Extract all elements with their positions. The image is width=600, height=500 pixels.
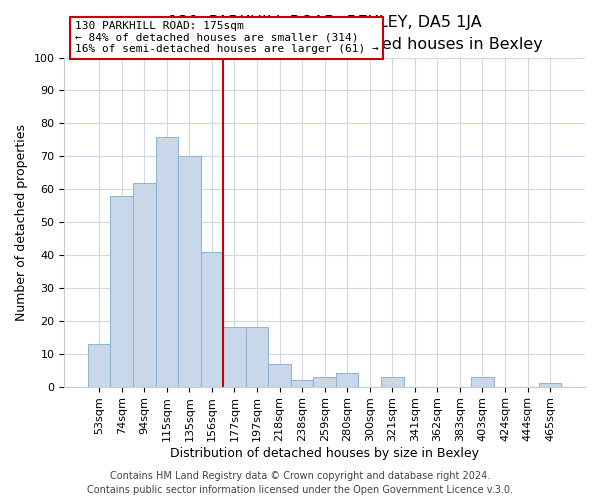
Bar <box>539 384 562 386</box>
X-axis label: Distribution of detached houses by size in Bexley: Distribution of detached houses by size … <box>170 447 479 460</box>
Bar <box>313 376 336 386</box>
Bar <box>133 182 155 386</box>
Bar <box>246 328 268 386</box>
Bar <box>155 136 178 386</box>
Bar <box>223 328 246 386</box>
Bar <box>110 196 133 386</box>
Title: 130, PARKHILL ROAD, BEXLEY, DA5 1JA
Size of property relative to detached houses: 130, PARKHILL ROAD, BEXLEY, DA5 1JA Size… <box>107 15 542 52</box>
Bar <box>200 252 223 386</box>
Text: 130 PARKHILL ROAD: 175sqm
← 84% of detached houses are smaller (314)
16% of semi: 130 PARKHILL ROAD: 175sqm ← 84% of detac… <box>74 21 379 54</box>
Y-axis label: Number of detached properties: Number of detached properties <box>15 124 28 320</box>
Bar <box>381 376 404 386</box>
Bar <box>268 364 291 386</box>
Bar <box>336 374 358 386</box>
Bar <box>178 156 200 386</box>
Bar <box>471 376 494 386</box>
Bar <box>88 344 110 387</box>
Text: Contains HM Land Registry data © Crown copyright and database right 2024.
Contai: Contains HM Land Registry data © Crown c… <box>87 471 513 495</box>
Bar <box>291 380 313 386</box>
